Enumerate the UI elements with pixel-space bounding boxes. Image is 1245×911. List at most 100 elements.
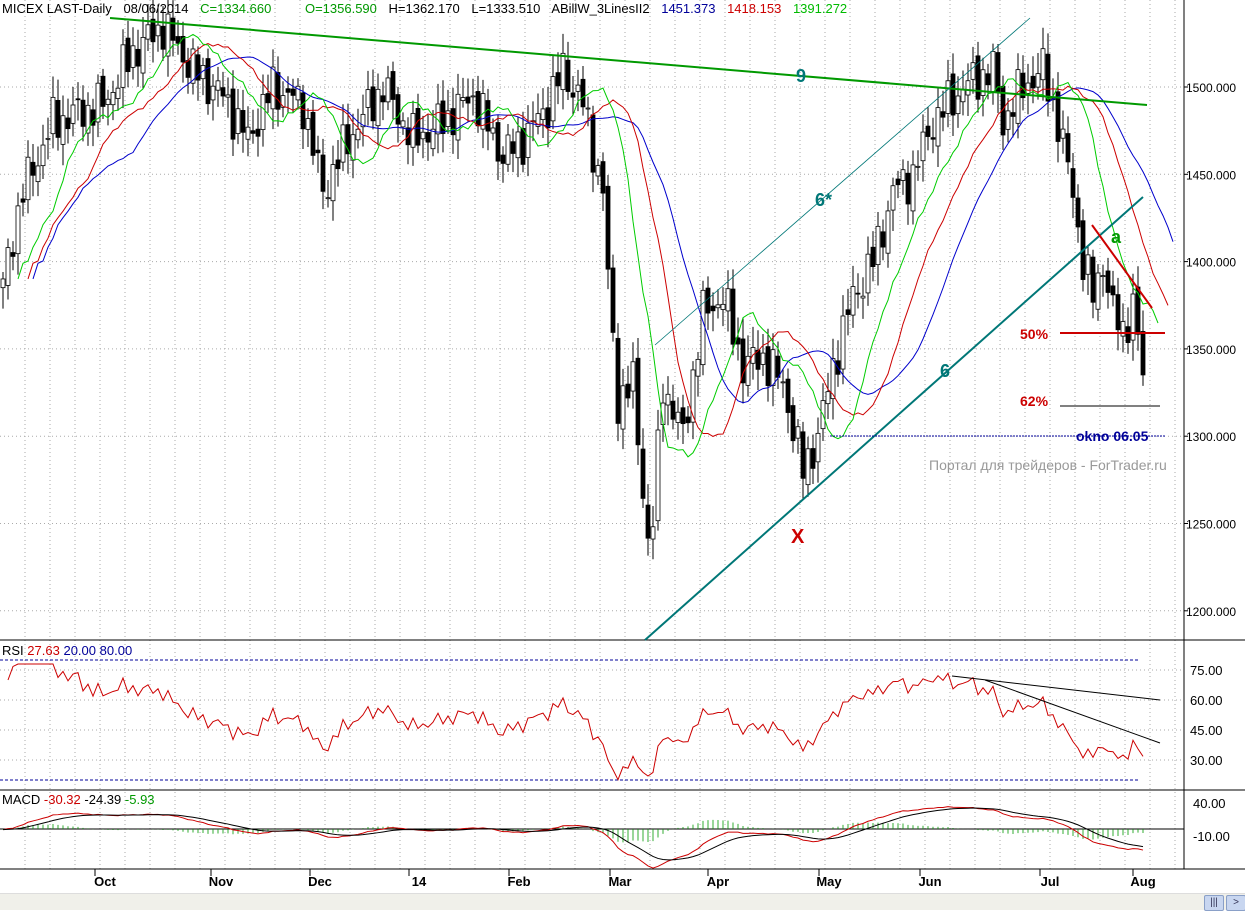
candle-body	[505, 134, 511, 165]
candle-body	[800, 431, 806, 479]
candle-body	[745, 355, 751, 386]
rsi-high: 80.00	[99, 643, 133, 658]
candle-body	[1010, 112, 1016, 117]
candle-body	[175, 36, 181, 44]
month-label: Dec	[308, 874, 332, 889]
month-label: Jul	[1041, 874, 1060, 889]
price-tick-label: 1400.000	[1186, 256, 1236, 270]
rsi-tick-label: 45.00	[1190, 723, 1223, 738]
candle-body	[155, 24, 161, 37]
label-62pct: 62%	[1020, 393, 1049, 409]
rsi-tick-label: 60.00	[1190, 693, 1223, 708]
candle-body	[370, 86, 376, 122]
candle-body	[710, 305, 716, 312]
candle-body	[55, 100, 61, 138]
candle-body	[1105, 270, 1111, 293]
ma-green-line	[17, 33, 1159, 458]
candle-body	[90, 109, 96, 126]
scroll-thumb[interactable]: |||	[1204, 895, 1224, 911]
candle-body	[85, 104, 91, 134]
candle-body	[385, 77, 391, 103]
candle-body	[935, 107, 941, 147]
candle-body	[670, 400, 676, 420]
candle-body	[1090, 256, 1096, 303]
candle-body	[550, 76, 556, 122]
candle-body	[445, 110, 451, 127]
candle-body	[1120, 321, 1126, 337]
candle-body	[1035, 73, 1041, 88]
candle-body	[345, 124, 351, 155]
candle-body	[450, 108, 456, 136]
candle-body	[1040, 48, 1046, 81]
channel-line-6	[644, 196, 1144, 641]
candle-body	[145, 24, 151, 40]
candle-body	[95, 82, 101, 123]
rsi-tick-label: 75.00	[1190, 663, 1223, 678]
macd-label: MACD	[2, 792, 41, 807]
candle-body	[420, 131, 426, 140]
candle-body	[885, 210, 891, 254]
candle-body	[915, 165, 921, 168]
label-x: X	[791, 526, 805, 548]
candle-body	[685, 416, 691, 424]
candle-body	[380, 95, 386, 103]
candle-body	[1125, 326, 1131, 343]
candle-body	[860, 295, 866, 299]
candle-body	[760, 352, 766, 365]
candle-body	[850, 286, 856, 316]
candle-body	[950, 73, 956, 116]
macd-line	[2, 806, 1144, 869]
candle-body	[615, 337, 621, 424]
candle-body	[695, 358, 701, 377]
candle-body	[855, 292, 861, 295]
candle-body	[180, 35, 186, 63]
candle-body	[190, 48, 196, 84]
rsi-trendline-1	[951, 675, 1161, 701]
candle-body	[675, 411, 681, 423]
candle-body	[775, 355, 781, 378]
month-label: May	[816, 874, 842, 889]
candle-body	[240, 110, 246, 133]
candle-body	[10, 252, 16, 257]
candle-body	[575, 84, 581, 92]
candle-body	[970, 62, 976, 80]
candle-body	[840, 315, 846, 370]
candle-body	[305, 118, 311, 130]
red-trendline	[1091, 224, 1153, 309]
candle-body	[755, 349, 761, 370]
candle-body	[285, 88, 291, 93]
rsi-line	[7, 663, 1144, 781]
candle-body	[570, 92, 576, 98]
candle-body	[430, 128, 436, 150]
watermark: Портал для трейдеров - ForTrader.ru	[929, 457, 1167, 473]
date-label: 08/06/2014	[123, 1, 189, 16]
candle-body	[295, 85, 301, 101]
candle-body	[645, 504, 651, 539]
candle-body	[1025, 82, 1031, 94]
chart-header: MICEX LAST-Daily 08/06/2014 C=1334.660 O…	[2, 1, 855, 16]
candle-body	[195, 54, 201, 81]
macd-tick-label: -10.00	[1193, 829, 1230, 844]
candle-body	[690, 369, 696, 423]
candle-body	[1065, 133, 1071, 163]
candle-body	[435, 103, 441, 135]
macd-signal-line	[2, 807, 1144, 861]
candle-body	[270, 66, 276, 110]
candle-body	[600, 161, 606, 194]
rsi-header: RSI 27.63 20.00 80.00	[2, 643, 132, 658]
candle-body	[230, 88, 236, 140]
candle-body	[50, 96, 56, 135]
candle-body	[620, 385, 626, 430]
candle-body	[290, 88, 296, 96]
month-label: 14	[412, 874, 427, 889]
candle-body	[825, 391, 831, 405]
horizontal-scrollbar[interactable]: ||| >	[0, 893, 1245, 911]
candle-body	[510, 141, 516, 154]
candle-body	[310, 111, 316, 156]
channel-line-6star	[654, 17, 1031, 346]
candle-body	[480, 93, 486, 130]
candle-body	[990, 50, 996, 92]
candle-body	[1060, 128, 1066, 139]
label-6star: 6*	[815, 190, 832, 210]
